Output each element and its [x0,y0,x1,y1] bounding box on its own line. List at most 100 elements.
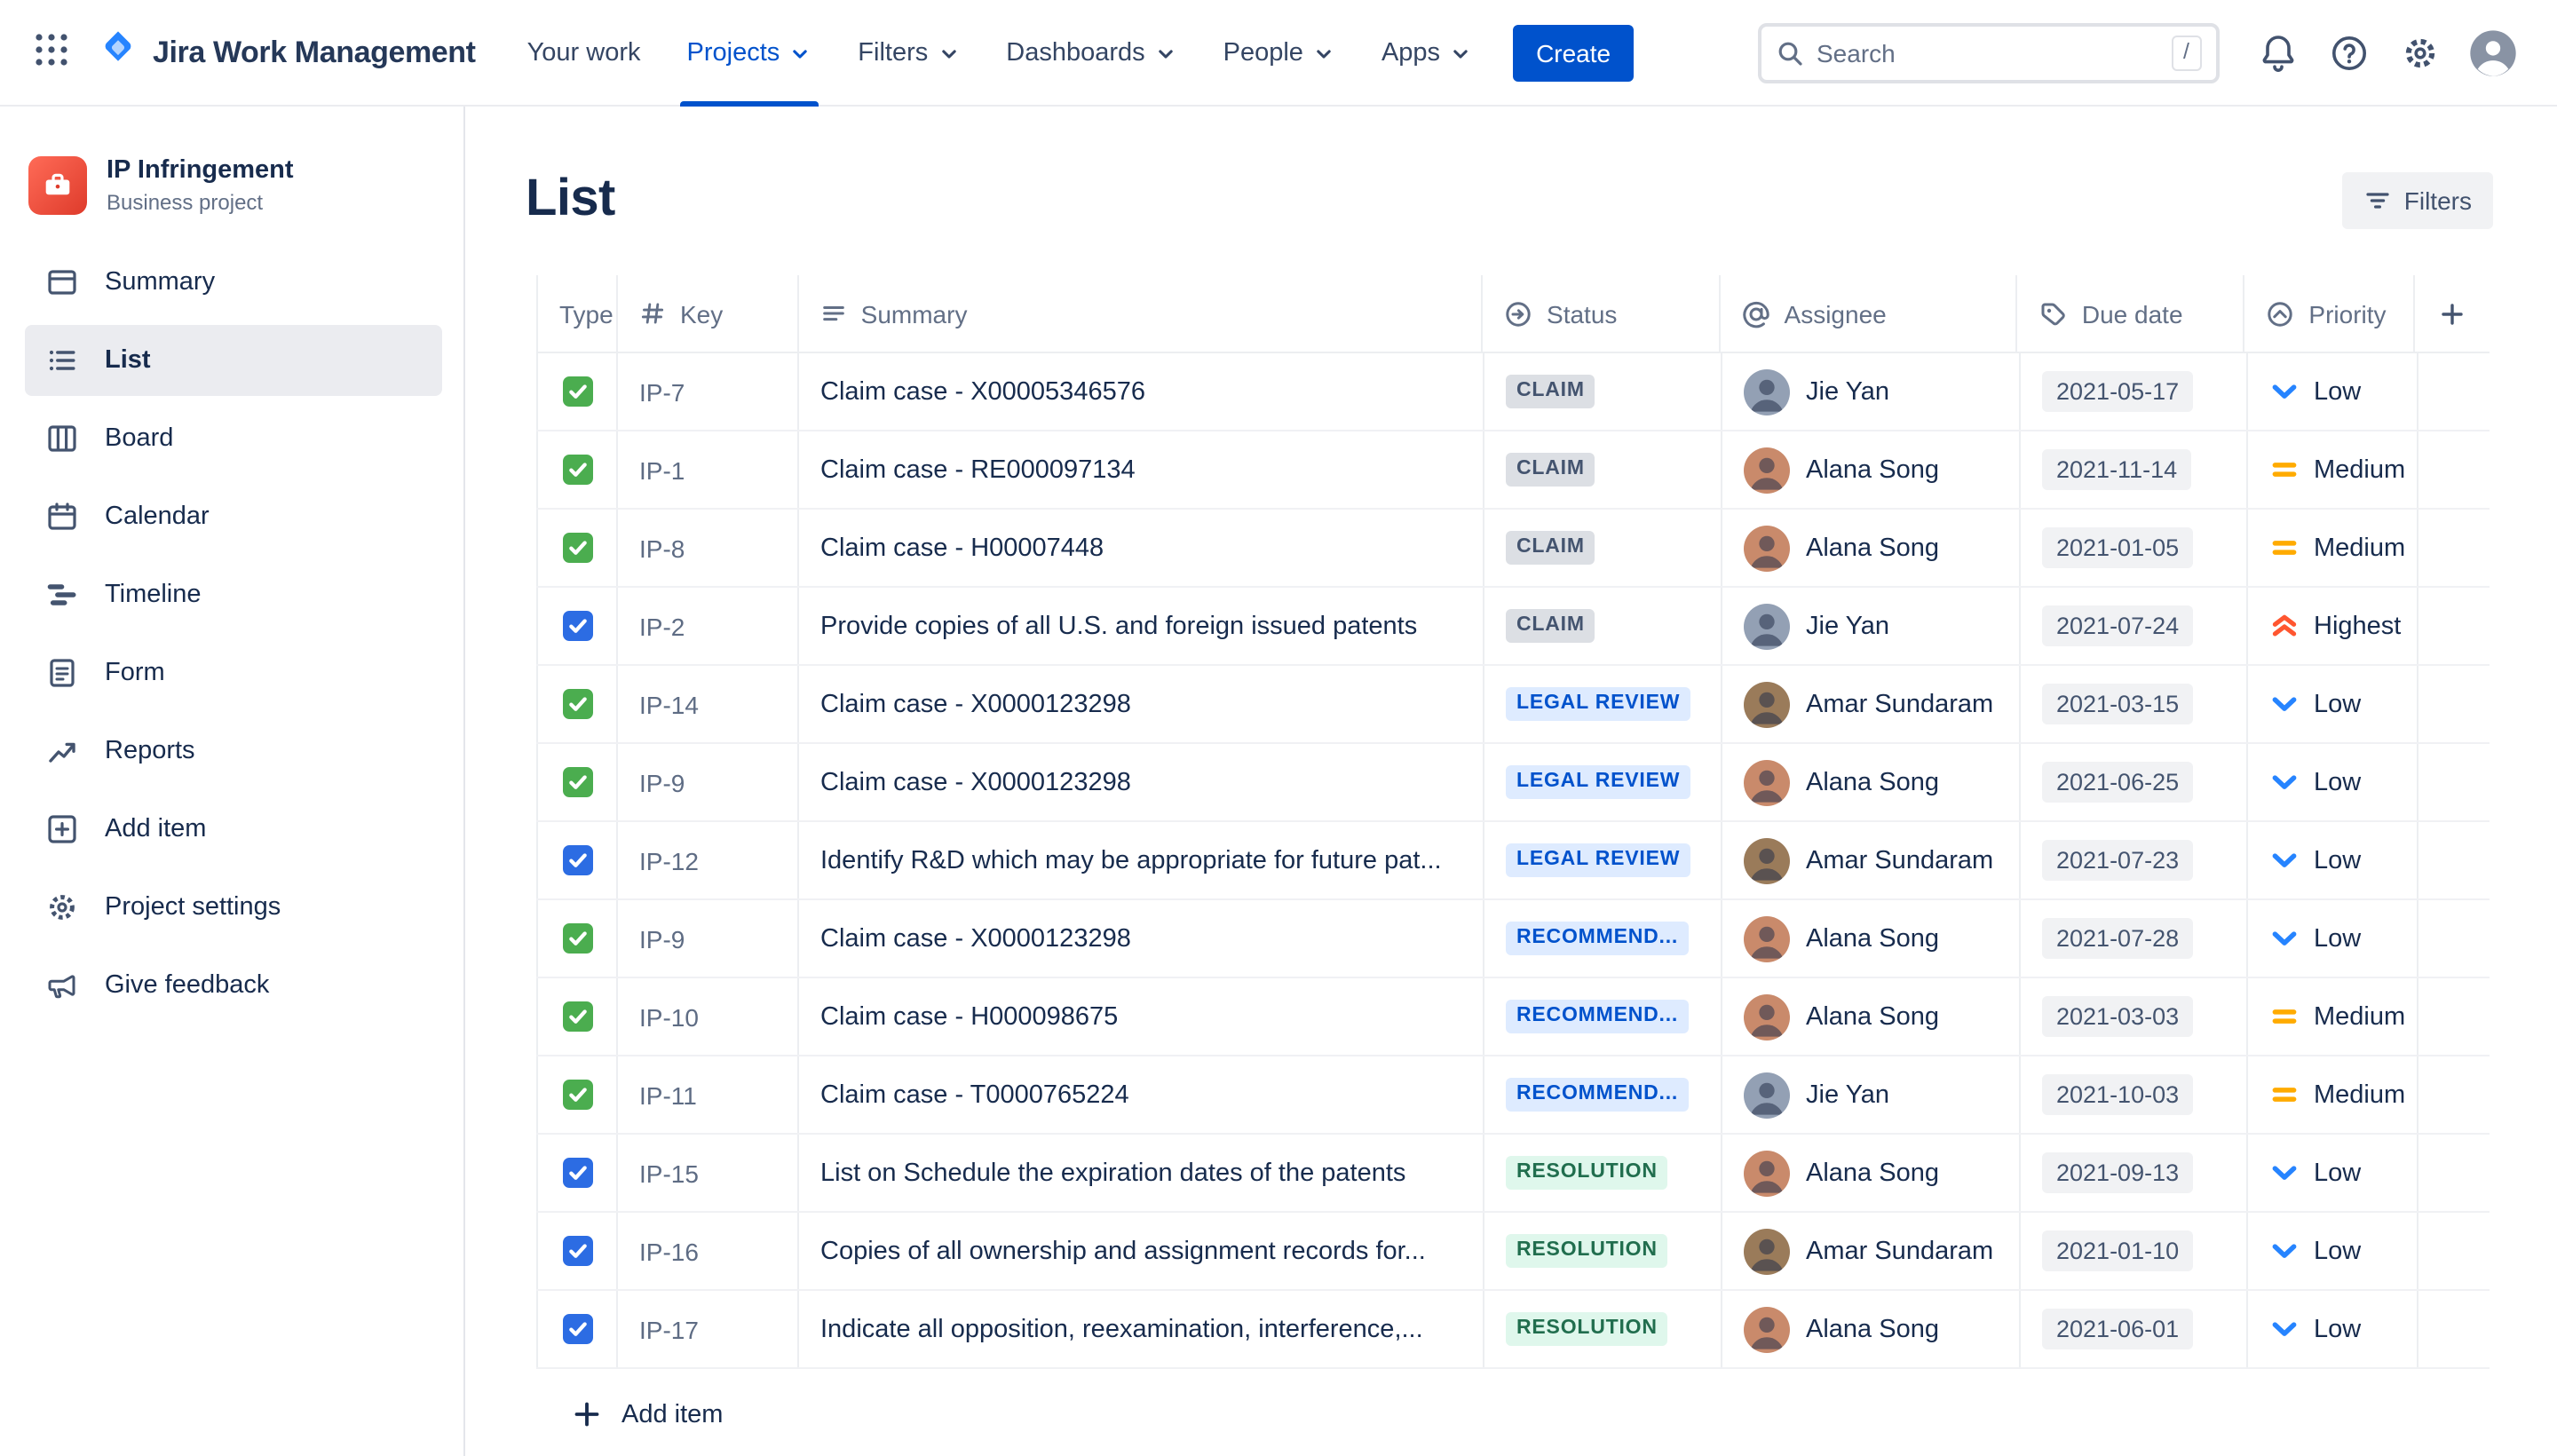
nav-item-filters[interactable]: Filters [835,0,983,106]
cell-status[interactable]: LEGAL REVIEW [1484,666,1722,742]
status-badge[interactable]: RESOLUTION [1506,1155,1668,1191]
cell-priority[interactable]: Medium [2248,431,2418,508]
nav-item-dashboards[interactable]: Dashboards [983,0,1199,106]
add-column-button[interactable] [2415,275,2490,352]
status-badge[interactable]: RECOMMEND... [1506,1077,1690,1112]
cell-key[interactable]: IP-12 [618,822,799,898]
sidebar-item-add-item[interactable]: Add item [25,795,442,866]
cell-assignee[interactable]: Alana Song [1722,1135,2021,1211]
cell-key[interactable]: IP-11 [618,1056,799,1133]
cell-priority[interactable]: Low [2248,353,2418,430]
project-header[interactable]: IP Infringement Business project [25,156,442,216]
cell-priority[interactable]: Medium [2248,510,2418,586]
cell-status[interactable]: CLAIM [1484,588,1722,664]
cell-type[interactable] [536,978,618,1055]
status-badge[interactable]: LEGAL REVIEW [1506,686,1691,722]
cell-summary[interactable]: List on Schedule the expiration dates of… [799,1135,1484,1211]
cell-due-date[interactable]: 2021-01-05 [2021,510,2248,586]
cell-key[interactable]: IP-10 [618,978,799,1055]
status-badge[interactable]: LEGAL REVIEW [1506,764,1691,800]
column-header-priority[interactable]: Priority [2244,275,2416,352]
cell-key[interactable]: IP-9 [618,900,799,977]
profile-button[interactable] [2461,22,2525,83]
status-badge[interactable]: CLAIM [1506,530,1595,566]
cell-due-date[interactable]: 2021-03-03 [2021,978,2248,1055]
cell-type[interactable] [536,431,618,508]
cell-assignee[interactable]: Alana Song [1722,744,2021,820]
cell-type[interactable] [536,900,618,977]
cell-priority[interactable]: Low [2248,1291,2418,1367]
issue-row[interactable]: IP-14 Claim case - X0000123298 LEGAL REVIE… [536,666,2490,744]
issue-row[interactable]: IP-7 Claim case - X00005346576 CLAIM Jie Ya… [536,353,2490,431]
cell-summary[interactable]: Claim case - X0000123298 [799,900,1484,977]
cell-key[interactable]: IP-9 [618,744,799,820]
cell-due-date[interactable]: 2021-09-13 [2021,1135,2248,1211]
cell-key[interactable]: IP-14 [618,666,799,742]
cell-summary[interactable]: Indicate all opposition, reexamination, … [799,1291,1484,1367]
cell-due-date[interactable]: 2021-03-15 [2021,666,2248,742]
cell-priority[interactable]: Low [2248,1135,2418,1211]
cell-priority[interactable]: Medium [2248,978,2418,1055]
cell-due-date[interactable]: 2021-07-28 [2021,900,2248,977]
create-button[interactable]: Create [1513,24,1635,81]
nav-item-your-work[interactable]: Your work [504,0,664,106]
cell-assignee[interactable]: Alana Song [1722,1291,2021,1367]
cell-assignee[interactable]: Amar Sundaram [1722,1213,2021,1289]
cell-status[interactable]: RECOMMEND... [1484,978,1722,1055]
cell-status[interactable]: RESOLUTION [1484,1213,1722,1289]
issue-row[interactable]: IP-15 List on Schedule the expiration dat… [536,1135,2490,1213]
sidebar-item-project-settings[interactable]: Project settings [25,873,442,944]
cell-due-date[interactable]: 2021-07-23 [2021,822,2248,898]
cell-status[interactable]: RECOMMEND... [1484,1056,1722,1133]
cell-due-date[interactable]: 2021-11-14 [2021,431,2248,508]
cell-type[interactable] [536,1056,618,1133]
filters-button[interactable]: Filters [2341,171,2493,228]
cell-summary[interactable]: Claim case - H000098675 [799,978,1484,1055]
cell-summary[interactable]: Claim case - X0000123298 [799,744,1484,820]
cell-priority[interactable]: Low [2248,1213,2418,1289]
cell-type[interactable] [536,1291,618,1367]
search-box[interactable]: / [1758,22,2220,83]
cell-due-date[interactable]: 2021-06-01 [2021,1291,2248,1367]
status-badge[interactable]: RESOLUTION [1506,1311,1668,1347]
cell-assignee[interactable]: Alana Song [1722,431,2021,508]
cell-type[interactable] [536,588,618,664]
cell-key[interactable]: IP-15 [618,1135,799,1211]
cell-summary[interactable]: Claim case - T0000765224 [799,1056,1484,1133]
search-input[interactable] [1817,38,2159,67]
issue-row[interactable]: IP-1 Claim case - RE000097134 CLAIM Alana S… [536,431,2490,510]
cell-type[interactable] [536,822,618,898]
cell-assignee[interactable]: Jie Yan [1722,588,2021,664]
column-header-assignee[interactable]: Assignee [1721,275,2018,352]
app-switcher-button[interactable] [21,22,82,83]
cell-key[interactable]: IP-7 [618,353,799,430]
cell-type[interactable] [536,353,618,430]
help-button[interactable] [2319,22,2379,83]
column-header-summary[interactable]: Summary [799,275,1484,352]
cell-assignee[interactable]: Jie Yan [1722,1056,2021,1133]
issue-row[interactable]: IP-16 Copies of all ownership and assignm… [536,1213,2490,1291]
cell-status[interactable]: RESOLUTION [1484,1291,1722,1367]
cell-summary[interactable]: Claim case - H00007448 [799,510,1484,586]
cell-summary[interactable]: Copies of all ownership and assignment r… [799,1213,1484,1289]
status-badge[interactable]: RECOMMEND... [1506,921,1690,956]
status-badge[interactable]: CLAIM [1506,452,1595,487]
cell-priority[interactable]: Highest [2248,588,2418,664]
cell-priority[interactable]: Low [2248,900,2418,977]
cell-type[interactable] [536,1213,618,1289]
issue-row[interactable]: IP-11 Claim case - T0000765224 RECOMMEND..… [536,1056,2490,1135]
cell-key[interactable]: IP-2 [618,588,799,664]
issue-row[interactable]: IP-8 Claim case - H00007448 CLAIM Alana Son… [536,510,2490,588]
cell-priority[interactable]: Low [2248,666,2418,742]
cell-assignee[interactable]: Amar Sundaram [1722,822,2021,898]
sidebar-item-timeline[interactable]: Timeline [25,560,442,631]
cell-status[interactable]: RECOMMEND... [1484,900,1722,977]
issue-row[interactable]: IP-9 Claim case - X0000123298 RECOMMEND...… [536,900,2490,978]
cell-due-date[interactable]: 2021-07-24 [2021,588,2248,664]
cell-priority[interactable]: Medium [2248,1056,2418,1133]
cell-status[interactable]: CLAIM [1484,353,1722,430]
issue-row[interactable]: IP-2 Provide copies of all U.S. and forei… [536,588,2490,666]
column-header-due-date[interactable]: Due date [2018,275,2245,352]
cell-priority[interactable]: Low [2248,822,2418,898]
sidebar-item-list[interactable]: List [25,325,442,397]
